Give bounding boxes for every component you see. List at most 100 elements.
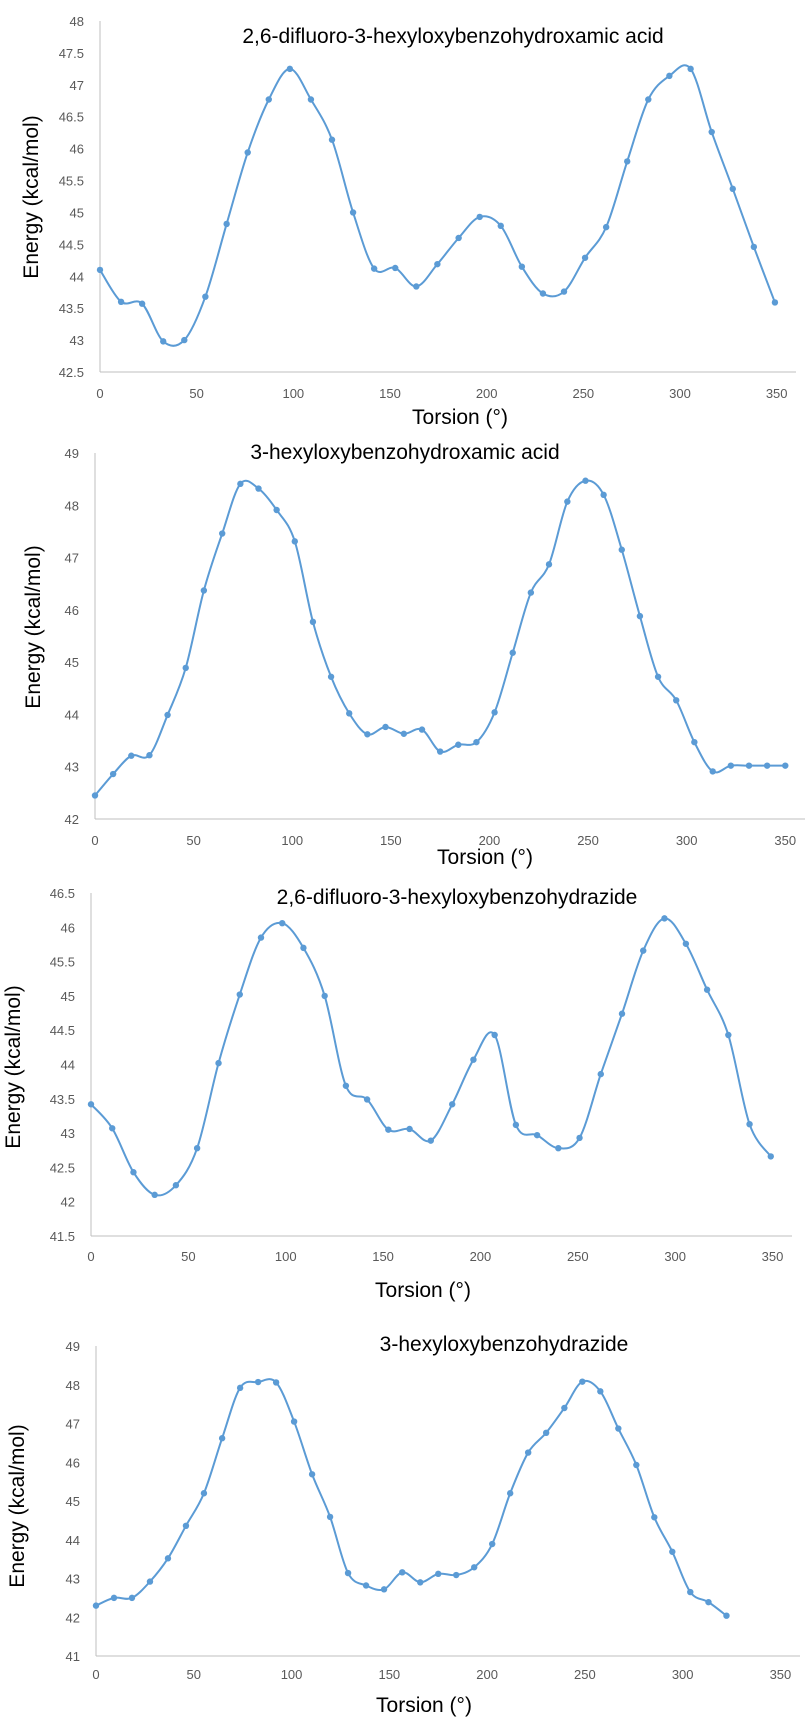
y-tick-label: 42.5: [59, 365, 84, 380]
data-point: [471, 1564, 478, 1571]
data-point: [615, 1425, 622, 1432]
data-point: [518, 263, 526, 270]
data-point: [633, 1461, 640, 1469]
data-point: [455, 741, 462, 748]
y-tick-label: 42: [66, 1610, 80, 1625]
data-point: [364, 731, 371, 738]
y-tick-label: 44: [65, 707, 79, 722]
data-point: [455, 234, 462, 242]
data-point: [669, 1548, 676, 1555]
x-tick-label: 350: [762, 1249, 784, 1264]
data-point: [473, 738, 480, 746]
data-point: [491, 1031, 498, 1039]
x-tick-label: 200: [470, 1249, 492, 1264]
data-point: [182, 1522, 190, 1529]
series-line: [90, 917, 772, 1197]
y-tick-label: 46: [65, 603, 79, 618]
data-point: [624, 158, 631, 165]
data-point: [342, 1082, 350, 1089]
data-point: [257, 934, 265, 941]
y-tick-label: 48: [66, 1378, 80, 1393]
x-tick-label: 50: [187, 1667, 201, 1682]
y-tick-label: 42: [65, 812, 79, 827]
data-point: [172, 1182, 180, 1189]
x-tick-label: 50: [186, 833, 200, 848]
data-point: [138, 300, 146, 307]
data-point: [272, 1379, 280, 1386]
data-point: [219, 530, 226, 537]
data-point: [476, 213, 483, 221]
x-tick-label: 50: [189, 386, 203, 401]
data-point: [564, 498, 571, 505]
data-point: [385, 1126, 392, 1133]
data-point: [709, 768, 716, 775]
data-point: [708, 128, 715, 136]
y-axis-label: Energy (kcal/mol): [2, 985, 25, 1148]
x-tick-label: 300: [672, 1667, 694, 1682]
y-axis-label: Energy (kcal/mol): [20, 115, 43, 278]
data-point: [666, 72, 673, 80]
x-tick-label: 200: [479, 833, 501, 848]
data-point: [750, 243, 758, 251]
x-axis-label: Torsion (°): [375, 1279, 471, 1302]
x-tick-label: 250: [574, 1667, 596, 1682]
x-tick-label: 350: [766, 386, 788, 401]
data-point: [746, 1120, 753, 1128]
data-point: [92, 1602, 100, 1609]
data-point: [349, 209, 357, 216]
data-point: [286, 65, 294, 73]
data-point: [182, 664, 189, 672]
x-tick-label: 0: [92, 1667, 99, 1682]
chart-panel-1: 42.5 43 43.5 44 44.5 45 45.5 46 46.5 47 47.5 48 0 50 1…: [0, 0, 811, 430]
data-point: [279, 919, 286, 927]
y-tick-label: 42: [61, 1195, 75, 1210]
data-point: [236, 1384, 244, 1392]
data-point: [326, 1513, 334, 1521]
chart-panel-4: 41 42 43 44 45 46 47 48 49 0 50 100 150 200 250 300 350 3…: [0, 1315, 811, 1719]
y-tick-label: 47.5: [59, 46, 84, 61]
data-point: [200, 1490, 208, 1497]
data-point: [370, 265, 378, 272]
data-point: [164, 711, 171, 719]
x-tick-label: 250: [567, 1249, 589, 1264]
y-axis-label: Energy (kcal/mol): [6, 1424, 29, 1587]
data-point: [87, 1101, 95, 1108]
data-point: [512, 1121, 520, 1129]
y-axis-label: Energy (kcal/mol): [22, 545, 45, 708]
energy-torsion-chart-2: 42 43 44 45 46 47 48 49 0 50 100 150 200 250 300 350 3-h…: [22, 441, 805, 869]
data-point: [618, 1010, 626, 1017]
data-point: [687, 1588, 694, 1596]
data-point: [782, 762, 789, 769]
data-point: [767, 1153, 774, 1160]
data-point: [661, 915, 668, 922]
y-tick-label: 45.5: [50, 955, 75, 970]
y-tick-label: 47: [70, 78, 84, 93]
x-tick-label: 200: [476, 386, 498, 401]
x-tick-label: 250: [577, 833, 599, 848]
data-point: [579, 1378, 586, 1385]
x-tick-label: 150: [379, 386, 401, 401]
x-tick-label: 200: [476, 1667, 498, 1682]
chart-title: 3-hexyloxybenzohydrazide: [380, 1333, 629, 1356]
y-tick-label: 44: [70, 269, 84, 284]
data-point: [453, 1571, 460, 1579]
y-tick-label: 49: [66, 1339, 80, 1354]
x-tick-label: 300: [669, 386, 691, 401]
data-point: [673, 697, 680, 704]
data-point: [202, 293, 209, 300]
chart-panel-2: 42 43 44 45 46 47 48 49 0 50 100 150 200 250 300 350 3-h…: [0, 430, 811, 870]
data-point: [497, 222, 504, 230]
data-point: [290, 1418, 298, 1425]
data-point: [745, 762, 753, 769]
x-tick-label: 350: [774, 833, 796, 848]
x-tick-label: 100: [281, 833, 303, 848]
data-point: [96, 266, 104, 274]
data-point: [763, 762, 771, 769]
data-point: [346, 710, 353, 717]
data-point: [362, 1582, 370, 1589]
energy-torsion-chart-4: 41 42 43 44 45 46 47 48 49 0 50 100 150 200 250 300 350 3…: [6, 1333, 800, 1717]
data-point: [273, 506, 280, 514]
data-point: [321, 992, 328, 1000]
y-tick-label: 45: [61, 989, 75, 1004]
x-tick-label: 100: [282, 386, 304, 401]
